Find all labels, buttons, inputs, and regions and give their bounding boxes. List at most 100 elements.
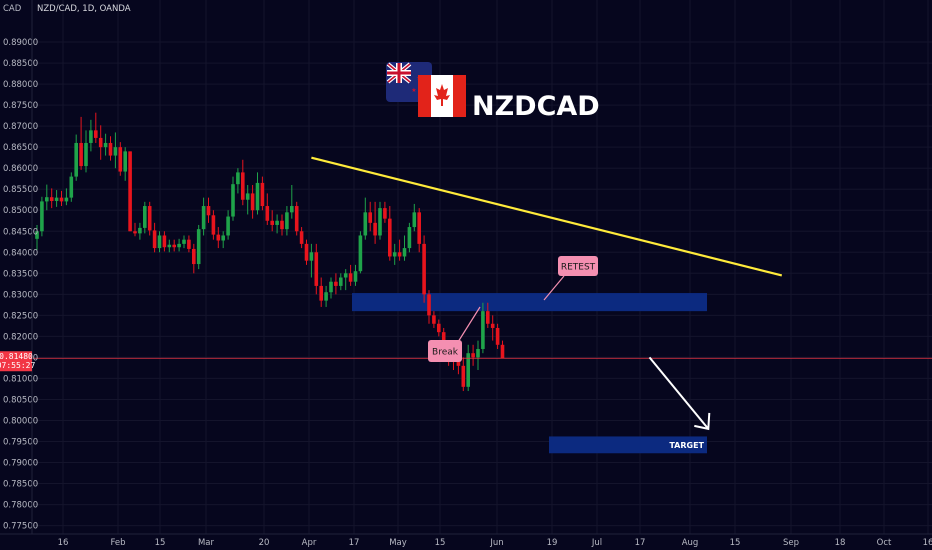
- candle[interactable]: [54, 190, 59, 207]
- candle[interactable]: [275, 214, 279, 234]
- candle[interactable]: [167, 239, 172, 253]
- candle[interactable]: [182, 235, 186, 249]
- candle[interactable]: [422, 235, 426, 303]
- candle[interactable]: [79, 116, 83, 170]
- candle[interactable]: [490, 315, 495, 341]
- candle[interactable]: [324, 285, 328, 307]
- candle[interactable]: [343, 269, 348, 291]
- candle[interactable]: [476, 340, 480, 371]
- candle[interactable]: [69, 172, 74, 202]
- candle[interactable]: [500, 340, 505, 359]
- candle[interactable]: [260, 176, 265, 211]
- candle[interactable]: [187, 235, 191, 253]
- candle-body: [138, 227, 142, 234]
- candle[interactable]: [285, 206, 289, 236]
- candle[interactable]: [373, 201, 377, 244]
- candle[interactable]: [108, 136, 113, 161]
- candle[interactable]: [172, 239, 176, 252]
- candle[interactable]: [177, 238, 181, 252]
- candle[interactable]: [481, 302, 485, 354]
- candle[interactable]: [397, 239, 402, 261]
- candle[interactable]: [466, 344, 470, 392]
- candle[interactable]: [378, 201, 382, 240]
- candle-body: [152, 230, 157, 249]
- candle[interactable]: [412, 203, 417, 232]
- candle[interactable]: [206, 197, 211, 223]
- candle[interactable]: [216, 227, 221, 249]
- candle[interactable]: [329, 277, 333, 299]
- candle[interactable]: [123, 147, 127, 181]
- trendline[interactable]: [311, 156, 783, 277]
- candle[interactable]: [334, 273, 338, 295]
- candle[interactable]: [192, 243, 196, 274]
- candle[interactable]: [211, 210, 216, 240]
- candle[interactable]: [427, 290, 431, 324]
- candle[interactable]: [402, 235, 407, 261]
- candle[interactable]: [236, 168, 240, 194]
- time-axis[interactable]: 16 Feb 15 Mar 20 Apr 17 May 15 Jun 19 Jul 17 Aug 15 Sep…: [58, 538, 932, 548]
- candle[interactable]: [383, 201, 387, 223]
- candle[interactable]: [255, 172, 260, 215]
- candle[interactable]: [290, 185, 294, 219]
- candle[interactable]: [280, 214, 284, 236]
- candle[interactable]: [143, 201, 147, 234]
- candle[interactable]: [49, 188, 54, 209]
- candle[interactable]: [265, 193, 270, 225]
- candle[interactable]: [45, 184, 49, 211]
- candle[interactable]: [231, 176, 235, 221]
- candle[interactable]: [84, 130, 88, 173]
- candle[interactable]: [309, 243, 314, 278]
- candle[interactable]: [270, 210, 274, 232]
- candle[interactable]: [471, 344, 475, 366]
- candle[interactable]: [147, 201, 152, 236]
- candle[interactable]: [152, 222, 157, 253]
- candle[interactable]: [392, 243, 397, 265]
- candle[interactable]: [138, 222, 142, 240]
- candle[interactable]: [319, 277, 323, 307]
- candle[interactable]: [226, 210, 230, 240]
- candle[interactable]: [495, 323, 500, 349]
- candle[interactable]: [64, 188, 69, 206]
- candle[interactable]: [294, 201, 299, 236]
- candle[interactable]: [250, 185, 255, 219]
- candle[interactable]: [128, 151, 132, 232]
- candle[interactable]: [314, 243, 319, 295]
- candle[interactable]: [40, 196, 44, 237]
- candle[interactable]: [353, 264, 358, 286]
- candle[interactable]: [133, 222, 137, 237]
- candle[interactable]: [94, 112, 98, 143]
- candle[interactable]: [157, 231, 162, 253]
- candle[interactable]: [35, 224, 39, 251]
- candle[interactable]: [221, 231, 225, 249]
- candle[interactable]: [407, 222, 412, 253]
- candle[interactable]: [368, 201, 372, 232]
- candle[interactable]: [348, 264, 353, 286]
- candle[interactable]: [98, 125, 103, 160]
- candle[interactable]: [432, 311, 436, 328]
- candle[interactable]: [196, 224, 201, 270]
- candle[interactable]: [59, 190, 64, 207]
- candle[interactable]: [486, 302, 490, 328]
- candle[interactable]: [201, 197, 206, 236]
- candle[interactable]: [388, 206, 392, 261]
- candle[interactable]: [461, 357, 466, 392]
- time-tick-label: 18: [835, 538, 846, 548]
- candle[interactable]: [299, 227, 304, 249]
- candle[interactable]: [437, 319, 441, 337]
- candle[interactable]: [118, 142, 123, 176]
- candle[interactable]: [113, 132, 118, 169]
- candle-body: [412, 212, 417, 228]
- candle[interactable]: [417, 208, 421, 253]
- candle[interactable]: [358, 231, 363, 274]
- candle[interactable]: [162, 231, 167, 252]
- candle[interactable]: [74, 134, 78, 181]
- candle[interactable]: [339, 273, 343, 291]
- candle[interactable]: [241, 159, 245, 206]
- candle[interactable]: [89, 119, 93, 152]
- candle[interactable]: [103, 133, 108, 156]
- candle[interactable]: [245, 185, 250, 215]
- candles-layer[interactable]: [35, 112, 505, 392]
- candle[interactable]: [304, 239, 309, 265]
- candle[interactable]: [363, 197, 368, 240]
